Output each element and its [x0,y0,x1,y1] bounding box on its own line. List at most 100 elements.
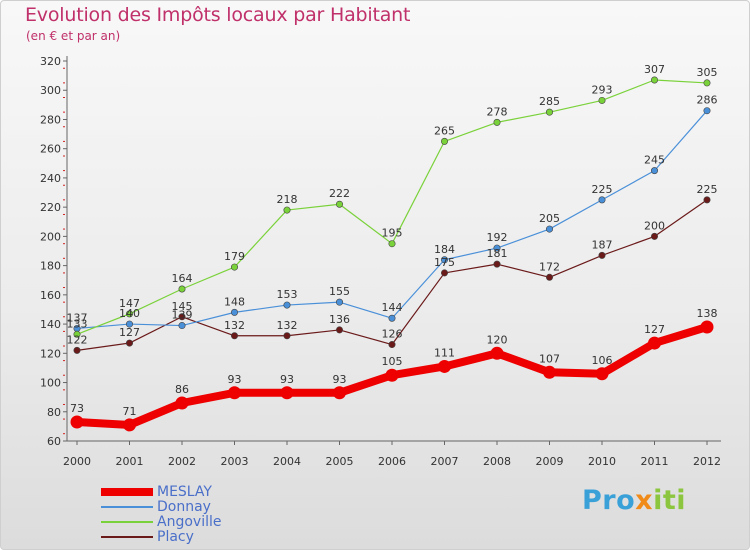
legend-label: Donnay [157,499,211,515]
data-point [126,320,134,328]
data-point [283,332,291,340]
chart-subtitle: (en € et par an) [26,29,121,43]
y-tick-label: 220 [40,201,61,214]
data-point [231,332,239,340]
brand-part-iti: iti [653,485,686,516]
data-label: 127 [119,326,140,339]
data-point [598,196,606,204]
data-point [73,330,81,338]
data-point [178,285,186,293]
data-point [598,96,606,104]
data-label: 184 [434,243,455,256]
data-label: 137 [67,311,88,324]
data-point [385,368,399,382]
data-label: 225 [697,183,718,196]
data-point [178,322,186,330]
data-label: 144 [382,301,403,314]
data-label: 222 [329,187,350,200]
y-tick-label: 140 [40,318,61,331]
data-point [493,244,501,252]
data-point [123,418,136,432]
x-tick-label: 2000 [63,455,91,468]
data-label: 218 [277,193,298,206]
legend-label: Placy [157,529,194,545]
data-label: 139 [172,309,193,322]
data-point [333,386,346,400]
x-tick-label: 2009 [536,455,564,468]
x-tick-label: 2011 [641,455,669,468]
y-tick-label: 120 [40,347,61,360]
series-line-angoville [76,79,708,335]
y-tick-label: 240 [40,172,61,185]
proxiti-logo: Proxiti [582,485,686,516]
data-label: 126 [382,328,403,341]
y-tick-label: 260 [40,143,61,156]
data-point [440,256,448,264]
x-tick-label: 2010 [588,455,616,468]
data-label: 127 [644,323,665,336]
y-tick-label: 60 [47,435,61,448]
data-point [595,367,609,381]
y-tick-label: 100 [40,377,61,390]
legend-swatch [101,488,153,496]
brand-part-x: x [635,485,654,516]
data-point [438,359,451,373]
data-label: 286 [697,94,718,107]
data-point [335,298,343,306]
legend-item-placy: Placy [101,529,301,545]
legend-item-meslay: MESLAY [101,484,301,500]
legend-label: MESLAY [157,484,212,500]
data-point [280,386,294,400]
data-point [490,346,504,360]
data-label: 187 [592,238,613,251]
data-point [175,396,189,410]
data-label: 195 [382,227,403,240]
x-tick-label: 2007 [431,455,459,468]
legend-swatch [101,536,153,538]
data-point [70,415,84,429]
data-point [283,301,291,309]
y-tick-label: 280 [40,113,61,126]
data-point [335,200,343,208]
data-point [545,108,553,116]
data-point [228,386,241,400]
data-label: 122 [67,333,88,346]
data-label: 175 [434,256,455,269]
data-point [231,263,239,271]
data-label: 153 [277,288,298,301]
data-label: 145 [172,300,193,313]
data-label: 111 [434,346,455,359]
data-label: 179 [224,250,245,263]
data-point [440,137,448,145]
data-point [703,79,711,87]
data-point [231,308,239,316]
data-label: 148 [224,295,245,308]
data-point [648,336,661,350]
data-point [703,196,711,204]
data-label: 120 [487,333,508,346]
data-label: 106 [592,354,613,367]
y-tick-label: 200 [40,230,61,243]
data-label: 305 [697,66,718,79]
data-label: 293 [592,83,613,96]
legend: MESLAY Donnay Angoville Placy [101,484,301,545]
x-tick-label: 2004 [273,455,301,468]
data-label: 225 [592,183,613,196]
data-point [598,251,606,259]
legend-item-angoville: Angoville [101,514,301,530]
data-label: 192 [487,231,508,244]
x-tick-label: 2002 [168,455,196,468]
x-tick-label: 2012 [693,455,721,468]
data-label: 181 [487,247,508,260]
legend-swatch [101,506,153,508]
y-tick-label: 160 [40,289,61,302]
data-label: 93 [228,373,242,386]
data-label: 172 [539,260,560,273]
data-point [388,240,396,248]
legend-label: Angoville [157,514,222,530]
data-label: 147 [119,297,140,310]
series-line-donnay [76,110,708,330]
data-label: 136 [329,313,350,326]
data-point [126,339,134,347]
